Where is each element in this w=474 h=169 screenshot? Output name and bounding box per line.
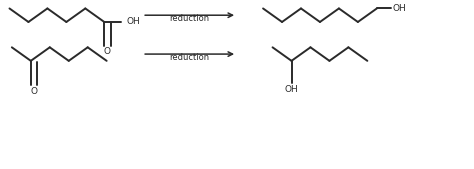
Text: O: O <box>104 47 110 56</box>
Text: OH: OH <box>284 85 299 94</box>
Text: reduction: reduction <box>170 53 210 62</box>
Text: O: O <box>31 87 37 96</box>
Text: reduction: reduction <box>170 14 210 23</box>
Text: OH: OH <box>392 4 406 13</box>
Text: OH: OH <box>127 17 140 27</box>
